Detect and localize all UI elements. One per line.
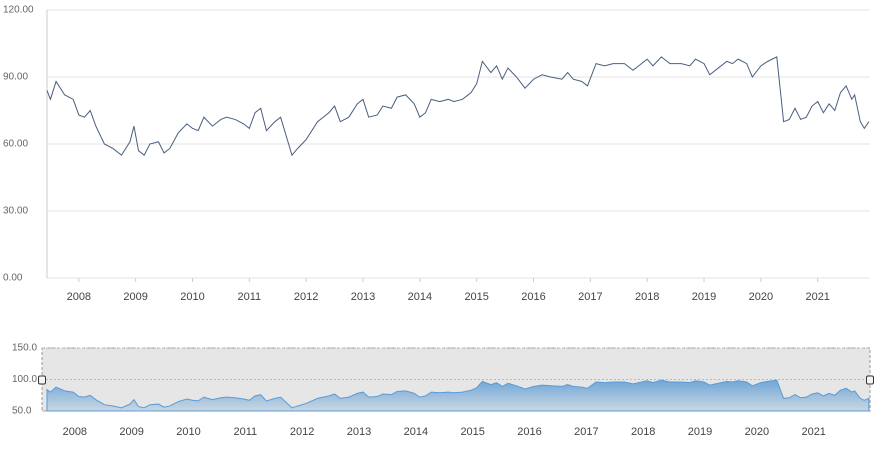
nav-x-tick-label: 2013 — [347, 426, 371, 438]
x-tick-label: 2010 — [180, 291, 204, 303]
navigator-handle[interactable] — [38, 375, 46, 385]
nav-x-tick-label: 2021 — [801, 426, 825, 438]
x-tick-label: 2009 — [123, 291, 147, 303]
x-tick-label: 2008 — [67, 291, 91, 303]
x-tick-label: 2020 — [749, 291, 773, 303]
nav-y-tick-label: 100.0 — [12, 374, 37, 385]
x-tick-label: 2014 — [408, 291, 432, 303]
y-tick-label: 90.00 — [3, 72, 28, 83]
navigator-area — [46, 379, 870, 412]
y-tick-label: 60.00 — [3, 139, 28, 150]
x-tick-label: 2012 — [294, 291, 318, 303]
y-tick-label: 120.00 — [3, 5, 34, 16]
nav-y-tick-label: 150.0 — [12, 343, 37, 354]
nav-x-tick-label: 2017 — [574, 426, 598, 438]
nav-x-tick-label: 2020 — [745, 426, 769, 438]
y-tick-label: 0.00 — [3, 273, 23, 284]
x-tick-label: 2017 — [578, 291, 602, 303]
x-tick-label: 2015 — [464, 291, 488, 303]
nav-x-tick-label: 2009 — [119, 426, 143, 438]
nav-x-tick-label: 2018 — [631, 426, 655, 438]
nav-x-tick-label: 2011 — [234, 426, 258, 438]
x-tick-label: 2013 — [351, 291, 375, 303]
navigator-handle[interactable] — [866, 375, 874, 385]
nav-x-tick-label: 2014 — [404, 426, 428, 438]
line — [46, 56, 870, 157]
nav-x-tick-label: 2015 — [460, 426, 484, 438]
nav-x-tick-label: 2019 — [688, 426, 712, 438]
y-tick-label: 30.00 — [3, 206, 28, 217]
x-tick-label: 2011 — [238, 291, 262, 303]
x-tick-label: 2021 — [805, 291, 829, 303]
nav-x-tick-label: 2016 — [517, 426, 541, 438]
x-tick-label: 2018 — [635, 291, 659, 303]
x-tick-label: 2016 — [521, 291, 545, 303]
nav-x-tick-label: 2012 — [290, 426, 314, 438]
nav-x-tick-label: 2010 — [176, 426, 200, 438]
nav-y-tick-label: 50.0 — [12, 406, 32, 417]
nav-x-tick-label: 2008 — [63, 426, 87, 438]
x-tick-label: 2019 — [692, 291, 716, 303]
